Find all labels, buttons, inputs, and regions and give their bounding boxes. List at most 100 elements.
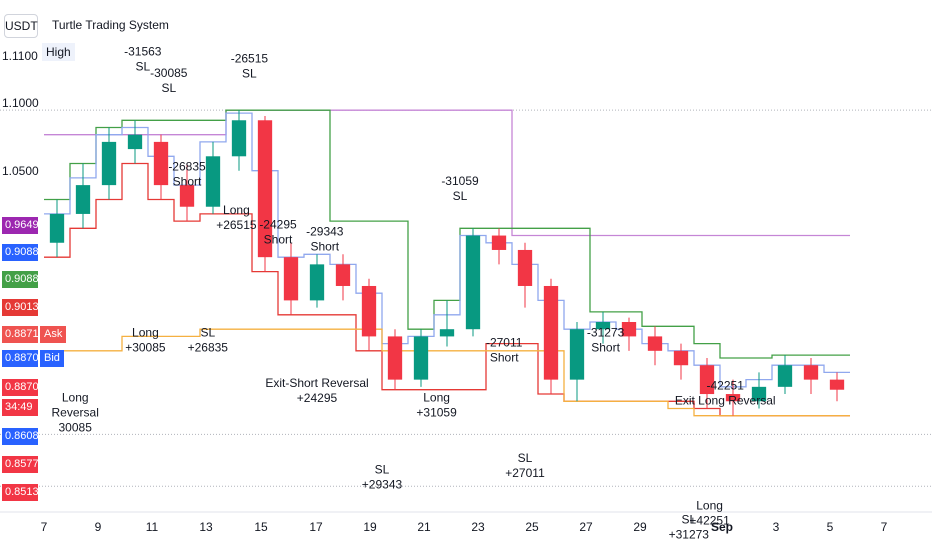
y-tick-label: 1.0500 xyxy=(2,164,39,178)
annotation-text: -26835 xyxy=(168,160,206,174)
trade-annotation: SL +26835 xyxy=(188,325,229,354)
price-tag: 0.9088 xyxy=(2,271,39,288)
indicator-line xyxy=(44,109,850,237)
annotation-text: +31059 xyxy=(416,405,457,419)
trade-annotation: -31563 SL xyxy=(124,44,162,73)
price-tag: 34:49 xyxy=(2,399,38,416)
annotation-text: Short xyxy=(490,350,519,364)
annotation-text: Reversal xyxy=(52,405,99,419)
x-tick-label: 7 xyxy=(880,520,888,534)
indicator-line xyxy=(44,162,850,417)
trade-annotation: Long +26515 xyxy=(216,203,257,232)
candle-body xyxy=(413,336,429,380)
x-tick-label: 3 xyxy=(772,520,780,534)
x-tick-label: 29 xyxy=(633,520,647,534)
annotation-text: SL xyxy=(453,189,468,203)
candle-body xyxy=(829,379,845,390)
annotation-text: -26515 xyxy=(231,52,269,66)
candle-body xyxy=(179,185,195,207)
indicator-line xyxy=(44,328,850,417)
annotation-text: +26835 xyxy=(188,340,229,354)
trade-annotation: SL +31273 xyxy=(669,513,710,542)
annotation-text: SL xyxy=(681,513,696,527)
candle-body xyxy=(699,365,715,395)
candle-body xyxy=(49,213,65,243)
price-tag: 0.8870 xyxy=(2,379,39,396)
x-tick-label: Sep xyxy=(710,520,734,534)
annotation-text: -31273 xyxy=(587,325,625,339)
annotation-text: Short xyxy=(591,340,620,354)
x-tick-label: 13 xyxy=(199,520,213,534)
trade-annotation: -26515 SL xyxy=(231,52,269,81)
price-tag: 0.8513 xyxy=(2,484,39,501)
candle-body xyxy=(803,365,819,380)
price-side-tag: Bid xyxy=(40,350,64,367)
annotation-text: +26515 xyxy=(216,218,257,232)
candle-body xyxy=(777,365,793,387)
candle-body xyxy=(465,235,481,330)
candle-body xyxy=(101,141,117,186)
annotation-text: -24295 xyxy=(259,217,297,231)
annotation-text: 30085 xyxy=(59,420,93,434)
candle-body xyxy=(751,386,767,402)
x-tick-label: 7 xyxy=(40,520,48,534)
x-tick-label: 25 xyxy=(525,520,539,534)
x-tick-label: 11 xyxy=(145,520,159,534)
candle-body xyxy=(257,120,273,258)
candle-body xyxy=(335,264,351,286)
annotation-text: +24295 xyxy=(297,391,338,405)
annotation-text: SL xyxy=(242,67,257,81)
annotation-text: Short xyxy=(264,232,293,246)
trade-annotation: -31059 SL xyxy=(441,174,479,203)
price-tag: 0.8870 xyxy=(2,350,39,367)
y-tick-label: 1.1000 xyxy=(2,96,39,110)
price-tag: 0.8608 xyxy=(2,428,39,445)
x-tick-label: 23 xyxy=(471,520,485,534)
annotation-text: +27011 xyxy=(505,466,545,480)
trade-annotation: Long +42251 xyxy=(689,498,730,527)
annotation-text: Short xyxy=(173,175,202,189)
price-tag: 0.9649 xyxy=(2,217,39,234)
candle-body xyxy=(361,285,377,337)
indicator-line xyxy=(44,109,850,359)
indicator-title: Turtle Trading System xyxy=(52,18,169,32)
x-tick-label: 21 xyxy=(417,520,431,534)
trade-annotation: -29343 Short xyxy=(306,225,344,254)
trade-annotation: Exit-Short Reversal +24295 xyxy=(265,376,368,405)
annotation-text: -31563 xyxy=(124,44,162,58)
trade-annotation: -27011 Short xyxy=(486,335,523,364)
x-tick-label: 9 xyxy=(94,520,102,534)
candle-body xyxy=(75,185,91,214)
annotation-text: SL xyxy=(375,462,390,476)
annotation-text: -30085 xyxy=(150,66,188,80)
x-tick-label: 19 xyxy=(363,520,377,534)
candle-body xyxy=(127,134,143,150)
trade-annotation: -30085 SL xyxy=(150,66,188,95)
annotation-text: SL xyxy=(200,325,215,339)
x-tick-label: 17 xyxy=(309,520,323,534)
candle-body xyxy=(283,257,299,301)
candle-body xyxy=(673,350,689,366)
annotation-text: Exit-Short Reversal xyxy=(265,376,368,390)
annotation-text: -27011 xyxy=(486,335,523,349)
price-tag: 0.8871 xyxy=(2,326,39,343)
candle-body xyxy=(543,285,559,380)
candle-body xyxy=(387,336,403,380)
price-side-tag: Ask xyxy=(40,326,67,343)
trade-annotation: -24295 Short xyxy=(259,217,297,246)
candle-body xyxy=(491,235,507,250)
trade-annotation: Long Reversal 30085 xyxy=(52,390,99,434)
symbol-label[interactable]: USDT xyxy=(4,14,38,38)
annotation-text: SL xyxy=(135,59,150,73)
annotation-text: -29343 xyxy=(306,225,344,239)
annotation-text: Long xyxy=(223,203,250,217)
trade-annotation: -42251 Exit Long Reversal xyxy=(675,379,776,408)
annotation-text: Long xyxy=(696,498,723,512)
y-tick-top: 1.1100 xyxy=(2,49,38,63)
annotation-text: Long xyxy=(423,390,450,404)
trade-annotation: -26835 Short xyxy=(168,160,206,189)
trade-annotation: Long +30085 xyxy=(125,325,166,354)
trade-annotation: SL +29343 xyxy=(362,462,403,491)
indicator-line xyxy=(44,112,850,388)
